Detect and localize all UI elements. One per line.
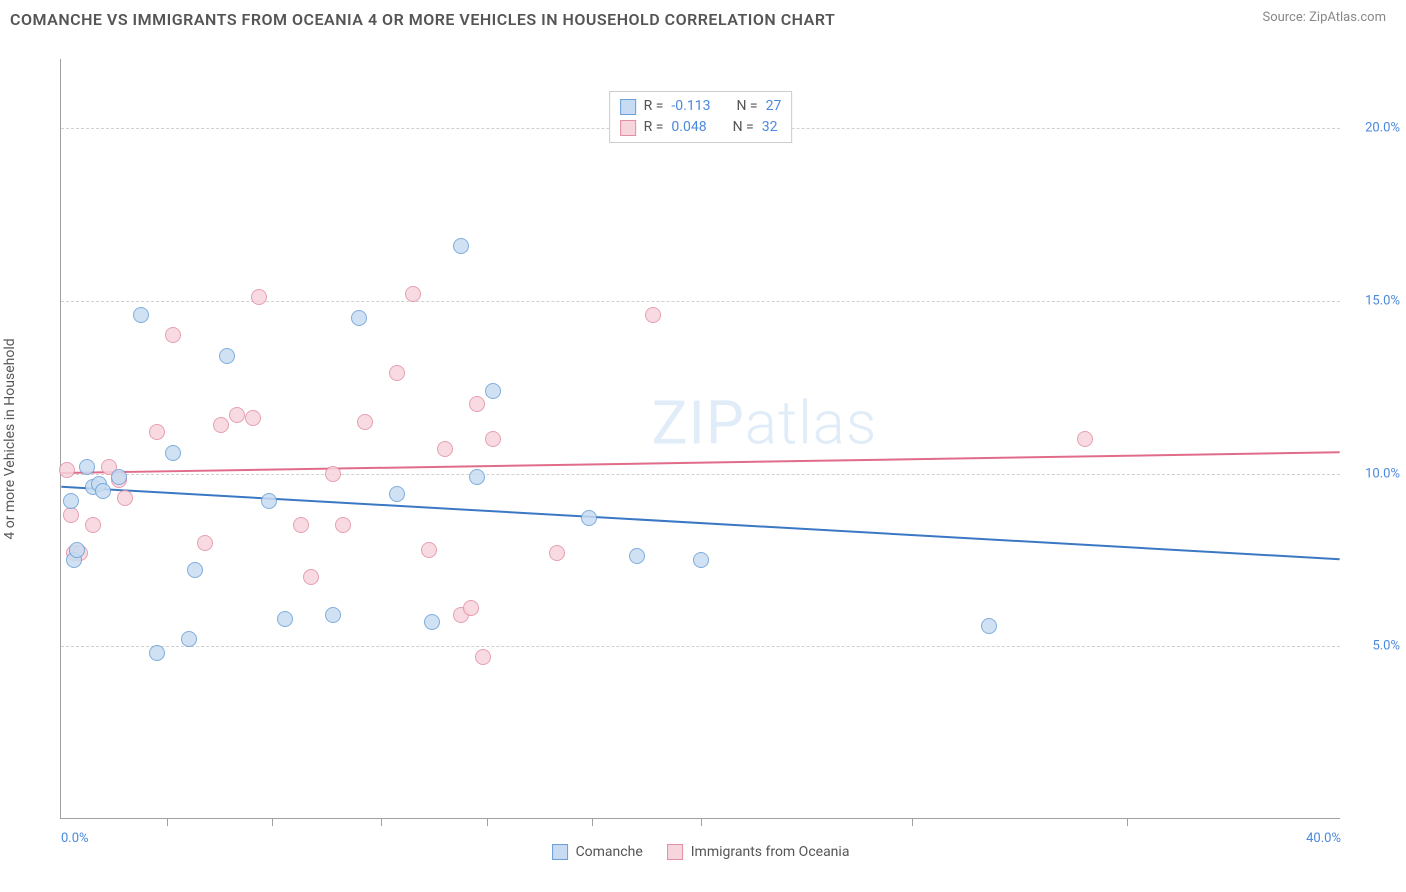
data-point	[165, 327, 181, 343]
data-point	[581, 510, 597, 526]
trend-line	[61, 452, 1339, 473]
data-point	[475, 649, 491, 665]
r-label: R =	[644, 96, 664, 117]
data-point	[79, 459, 95, 475]
data-point	[693, 552, 709, 568]
trend-line	[61, 487, 1339, 559]
legend-row: R = -0.113 N = 27	[620, 96, 782, 117]
x-tick	[381, 818, 382, 826]
r-value: 0.048	[671, 117, 706, 138]
x-tick-label: 40.0%	[1306, 831, 1341, 846]
source-attribution: Source: ZipAtlas.com	[1262, 10, 1386, 25]
r-value: -0.113	[671, 96, 710, 117]
data-point	[1077, 431, 1093, 447]
data-point	[485, 431, 501, 447]
data-point	[645, 307, 661, 323]
legend-item: Immigrants from Oceania	[667, 844, 850, 860]
data-point	[424, 614, 440, 630]
data-point	[117, 490, 133, 506]
x-tick-label: 0.0%	[61, 831, 89, 846]
data-point	[335, 517, 351, 533]
plot-area: ZIPatlas 5.0%10.0%15.0%20.0%0.0%40.0%R =…	[60, 59, 1340, 819]
data-point	[149, 645, 165, 661]
y-tick-label: 15.0%	[1365, 293, 1400, 308]
x-tick	[167, 818, 168, 826]
data-point	[69, 542, 85, 558]
x-tick	[1127, 818, 1128, 826]
data-point	[187, 562, 203, 578]
r-label: R =	[644, 117, 664, 138]
chart-container: 4 or more Vehicles in Household ZIPatlas…	[15, 29, 1395, 849]
legend-label: Immigrants from Oceania	[691, 844, 850, 860]
data-point	[85, 517, 101, 533]
y-tick-label: 10.0%	[1365, 466, 1400, 481]
y-axis-label: 4 or more Vehicles in Household	[2, 338, 18, 539]
data-point	[165, 445, 181, 461]
data-point	[437, 441, 453, 457]
legend-swatch	[552, 844, 568, 860]
x-tick	[592, 818, 593, 826]
legend-item: Comanche	[552, 844, 643, 860]
data-point	[213, 417, 229, 433]
legend-row: R = 0.048 N = 32	[620, 117, 782, 138]
n-label: N =	[736, 96, 757, 117]
data-point	[133, 307, 149, 323]
data-point	[303, 569, 319, 585]
data-point	[389, 365, 405, 381]
data-point	[469, 469, 485, 485]
series-legend: Comanche Immigrants from Oceania	[552, 844, 850, 860]
data-point	[63, 493, 79, 509]
data-point	[261, 493, 277, 509]
data-point	[325, 466, 341, 482]
x-tick	[272, 818, 273, 826]
data-point	[245, 410, 261, 426]
data-point	[981, 618, 997, 634]
chart-title: COMANCHE VS IMMIGRANTS FROM OCEANIA 4 OR…	[10, 10, 835, 29]
legend-label: Comanche	[576, 844, 643, 860]
data-point	[485, 383, 501, 399]
data-point	[453, 238, 469, 254]
n-value: 27	[766, 96, 782, 117]
x-tick	[701, 818, 702, 826]
legend-swatch	[620, 120, 636, 136]
data-point	[229, 407, 245, 423]
data-point	[421, 542, 437, 558]
data-point	[325, 607, 341, 623]
data-point	[149, 424, 165, 440]
data-point	[351, 310, 367, 326]
data-point	[197, 535, 213, 551]
trend-lines	[61, 59, 1340, 818]
x-tick	[912, 818, 913, 826]
data-point	[181, 631, 197, 647]
data-point	[629, 548, 645, 564]
data-point	[59, 462, 75, 478]
data-point	[389, 486, 405, 502]
data-point	[405, 286, 421, 302]
legend-swatch	[667, 844, 683, 860]
data-point	[357, 414, 373, 430]
data-point	[251, 289, 267, 305]
n-label: N =	[733, 117, 754, 138]
gridline	[61, 646, 1340, 647]
y-tick-label: 20.0%	[1365, 121, 1400, 136]
data-point	[277, 611, 293, 627]
data-point	[469, 396, 485, 412]
legend-swatch	[620, 99, 636, 115]
data-point	[219, 348, 235, 364]
data-point	[111, 469, 127, 485]
correlation-legend: R = -0.113 N = 27 R = 0.048 N = 32	[609, 91, 793, 143]
data-point	[95, 483, 111, 499]
y-tick-label: 5.0%	[1372, 639, 1400, 654]
n-value: 32	[762, 117, 778, 138]
x-tick	[487, 818, 488, 826]
data-point	[293, 517, 309, 533]
data-point	[463, 600, 479, 616]
data-point	[549, 545, 565, 561]
data-point	[63, 507, 79, 523]
gridline	[61, 474, 1340, 475]
